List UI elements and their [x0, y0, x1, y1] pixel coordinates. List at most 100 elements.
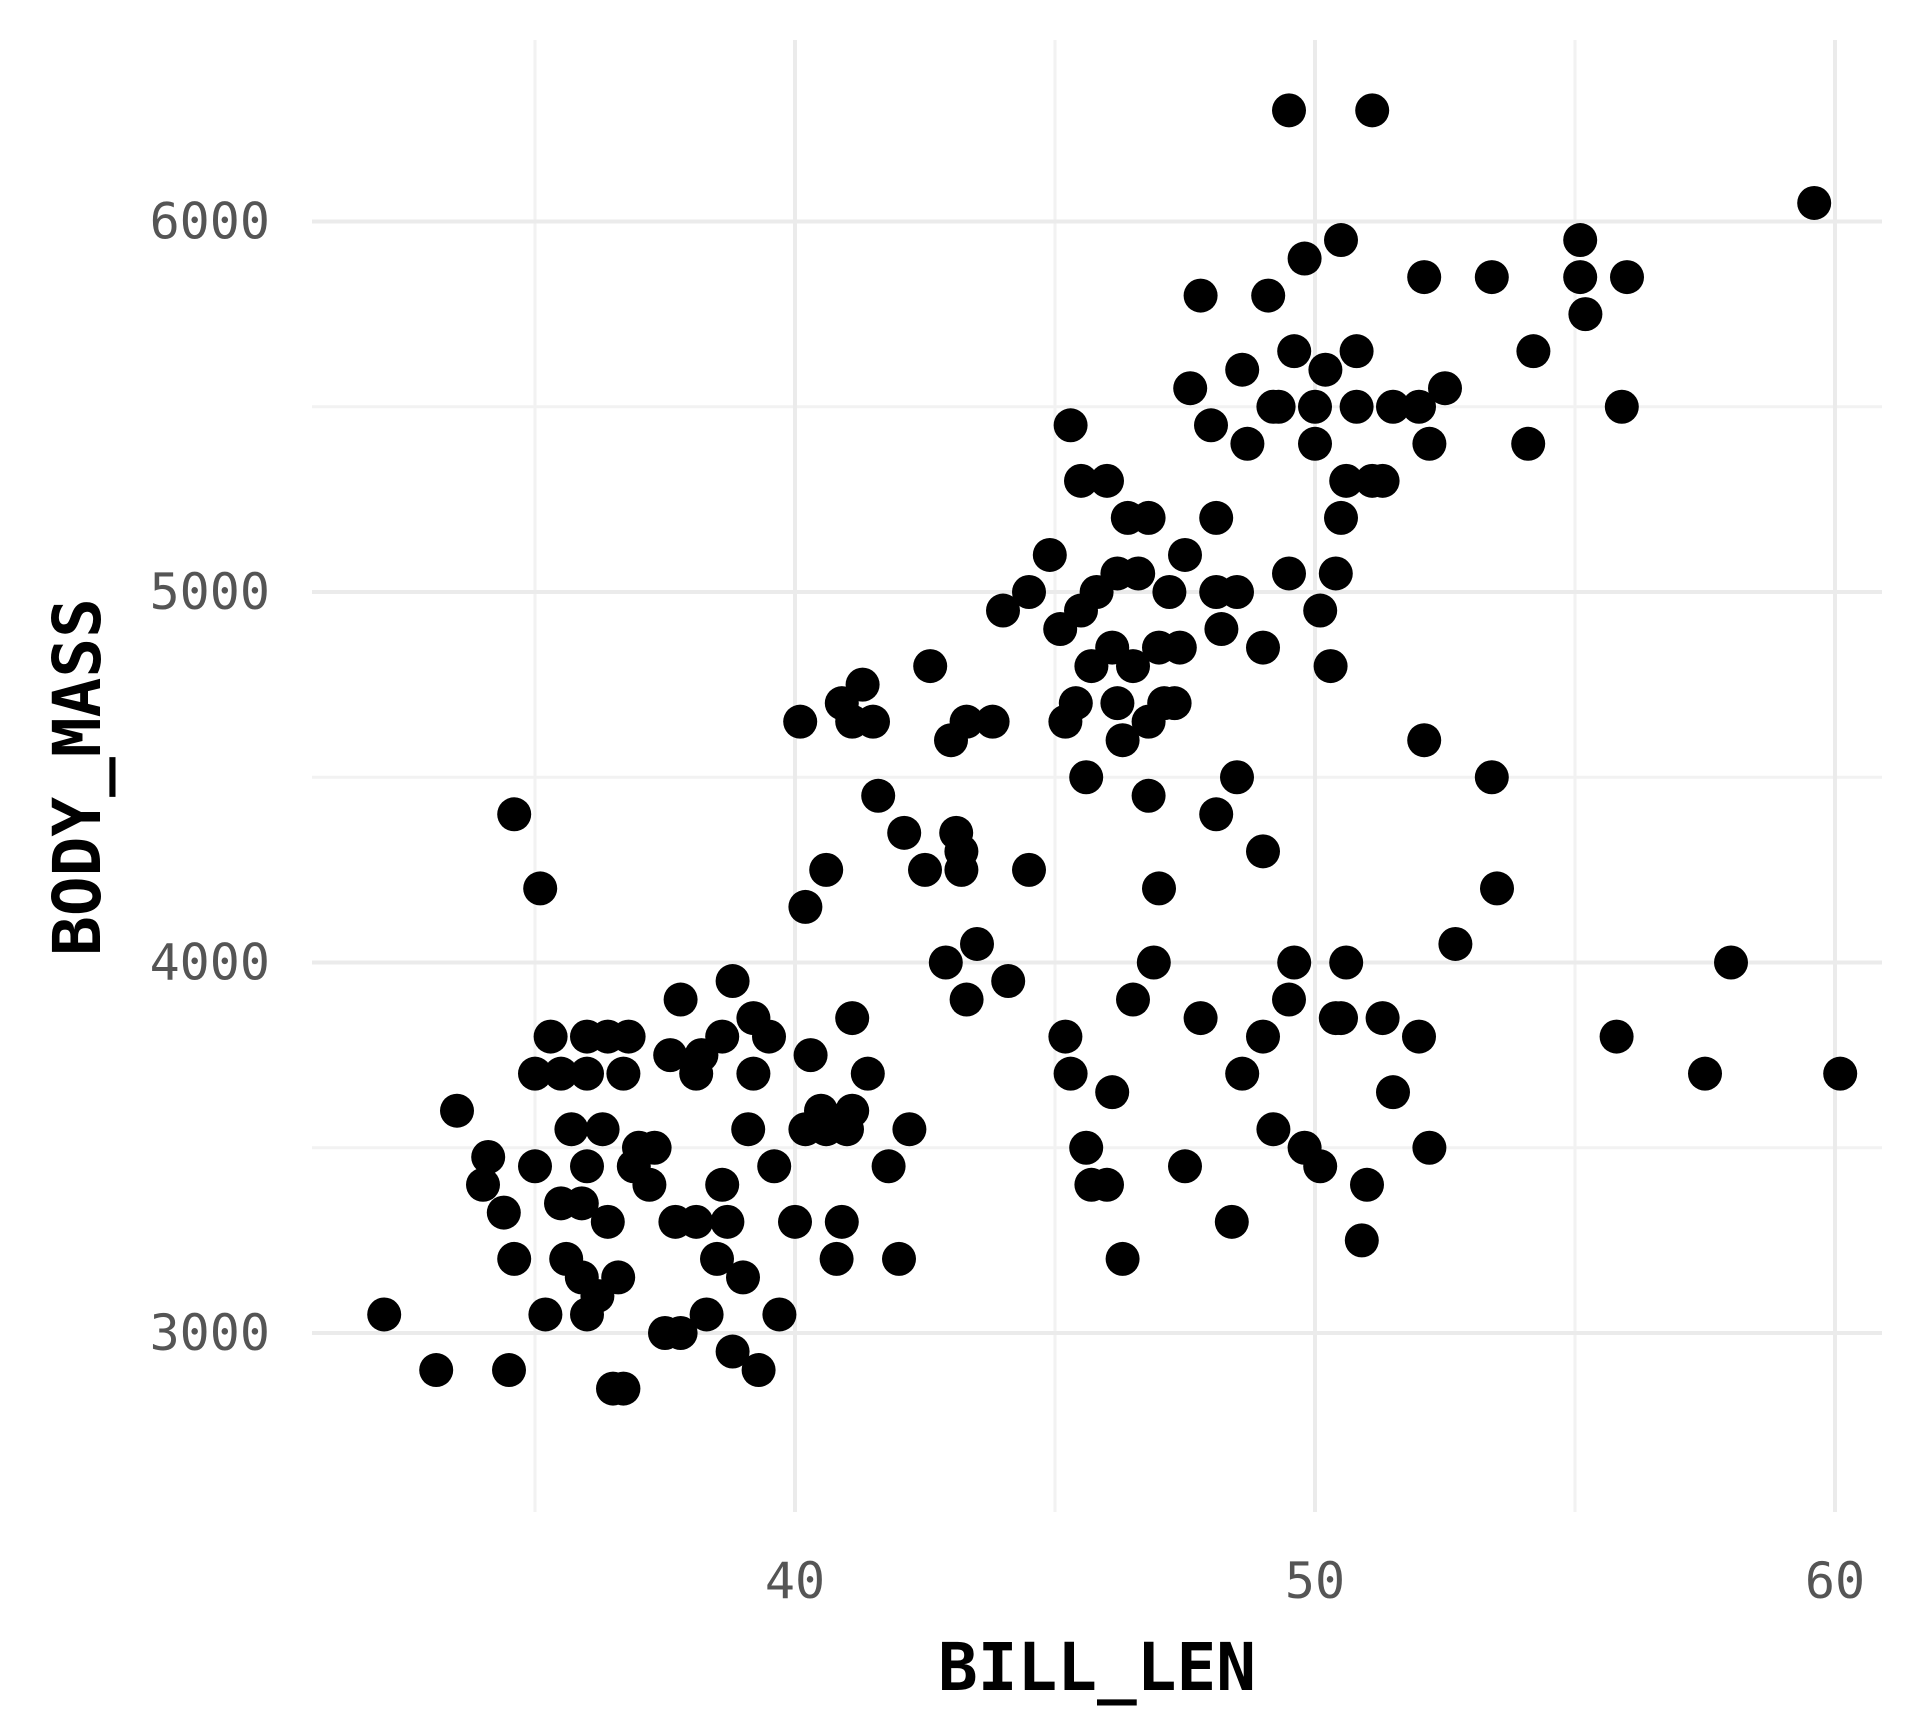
data-point [1199, 797, 1234, 832]
data-point [518, 1149, 552, 1184]
data-point [861, 778, 896, 813]
data-point [1277, 945, 1312, 980]
data-point [528, 1297, 563, 1332]
data-point [601, 1260, 636, 1295]
data-points [367, 93, 1858, 1406]
data-point [1376, 1075, 1410, 1110]
data-point [486, 1195, 521, 1230]
data-point [1610, 260, 1644, 295]
data-point [1272, 93, 1306, 128]
data-point [715, 1334, 750, 1369]
data-point [949, 982, 984, 1017]
y-tick-label: 4000 [150, 934, 270, 992]
data-point [1225, 352, 1260, 387]
data-point [570, 1149, 604, 1184]
data-point [809, 852, 844, 887]
data-point [928, 945, 963, 980]
data-point [1012, 852, 1046, 887]
data-point [653, 1038, 688, 1073]
data-point [871, 1149, 906, 1184]
data-point [757, 1149, 792, 1184]
data-point [710, 1204, 745, 1239]
data-point [1048, 1019, 1083, 1054]
data-point [850, 1056, 885, 1091]
data-point [1246, 834, 1280, 869]
data-point [1407, 723, 1442, 758]
data-point [1599, 1019, 1634, 1054]
data-point [975, 704, 1010, 739]
data-point [1152, 575, 1187, 609]
data-point [1563, 223, 1598, 258]
data-point [705, 1019, 740, 1054]
data-point [1344, 1223, 1379, 1258]
data-point [1412, 1130, 1447, 1165]
data-point [731, 1112, 766, 1147]
data-point [570, 1056, 604, 1091]
data-point [1308, 352, 1343, 387]
data-point [419, 1353, 454, 1388]
data-point [1053, 408, 1088, 443]
data-point [1688, 1056, 1722, 1091]
data-point [949, 704, 984, 739]
data-point [466, 1167, 500, 1202]
data-point [523, 871, 558, 906]
data-point [492, 1353, 526, 1388]
data-point [1339, 334, 1374, 369]
data-point [1318, 556, 1353, 591]
data-point [679, 1204, 714, 1239]
data-point [1256, 389, 1291, 424]
data-point [1204, 612, 1239, 647]
data-point [1516, 334, 1551, 369]
data-point [705, 1167, 740, 1202]
data-point [1131, 500, 1166, 535]
data-point [1355, 93, 1390, 128]
data-point [1365, 1001, 1400, 1036]
data-point [783, 704, 818, 739]
data-point [1329, 945, 1364, 980]
data-point [1355, 463, 1390, 498]
y-tick-label: 5000 [150, 563, 270, 621]
data-point [752, 1019, 786, 1054]
data-point [1131, 778, 1166, 813]
data-point [1147, 686, 1182, 721]
data-point [1272, 982, 1306, 1017]
data-point [689, 1297, 724, 1332]
data-point [440, 1093, 474, 1128]
data-point [856, 704, 890, 739]
data-point [1246, 630, 1280, 665]
data-point [1064, 593, 1098, 628]
data-point [1246, 1019, 1280, 1054]
data-point [715, 964, 750, 999]
data-point [1048, 704, 1083, 739]
data-point [835, 1093, 870, 1128]
data-point [367, 1297, 402, 1332]
data-point [1012, 575, 1046, 609]
data-point [663, 982, 698, 1017]
data-point [471, 1140, 506, 1175]
data-point [1116, 982, 1150, 1017]
y-tick-label: 3000 [150, 1304, 270, 1362]
data-point [1095, 1075, 1130, 1110]
data-point [1402, 1019, 1436, 1054]
data-point [882, 1241, 916, 1276]
x-tick-label: 40 [765, 1552, 825, 1610]
data-point [1303, 1149, 1338, 1184]
data-point [1329, 463, 1364, 498]
y-tick-label: 6000 [150, 193, 270, 251]
data-point [632, 1167, 667, 1202]
data-point [1324, 223, 1358, 258]
data-point [1064, 463, 1098, 498]
data-point [778, 1204, 812, 1239]
data-point [1136, 945, 1171, 980]
data-point [1339, 389, 1374, 424]
data-point [1199, 575, 1234, 609]
data-point [533, 1019, 568, 1054]
data-point [1194, 408, 1228, 443]
data-point [1277, 334, 1312, 369]
data-point [1090, 463, 1124, 498]
data-point [1199, 500, 1234, 535]
data-point [1272, 556, 1306, 591]
data-point [1183, 1001, 1218, 1036]
data-point [1714, 945, 1748, 980]
